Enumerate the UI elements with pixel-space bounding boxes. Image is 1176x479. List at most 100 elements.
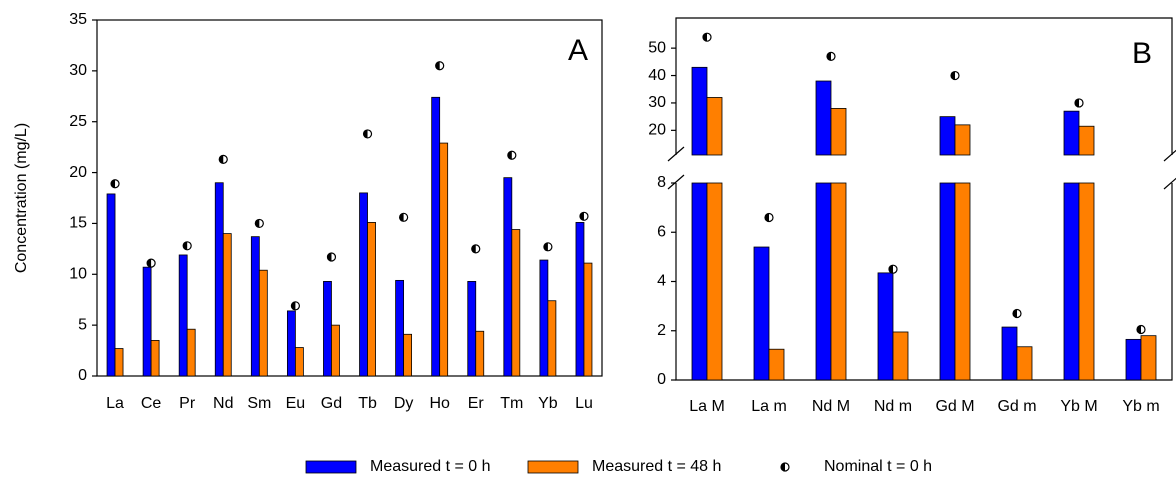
bar [475,330,485,377]
x-tick-label: La m [751,398,787,415]
bar-lower [706,182,723,381]
bar [830,108,847,381]
y-tick-label: 8 [657,174,666,191]
x-tick-label: La [106,395,124,412]
bar-lower [1078,182,1095,381]
bar [114,348,124,377]
bar-lower [691,182,708,381]
nominal-marker [362,129,373,139]
bar-upper [1078,125,1095,156]
bar [954,124,971,381]
x-tick-label: Lu [575,395,593,412]
marker-half [1137,325,1141,334]
marker-half [399,213,404,222]
x-tick-label: Tm [500,395,523,412]
bar [106,193,116,377]
marker-half [579,212,584,221]
marker-half [291,301,296,310]
bar [222,233,232,377]
marker-half [147,259,152,268]
bar [367,222,376,377]
y-tick-label: 15 [69,215,87,232]
nominal-marker [1136,324,1146,335]
x-tick-label: Eu [286,395,306,412]
nominal-marker [146,258,156,268]
bar [768,348,785,381]
y-tick-label: 30 [69,62,87,79]
bar [178,254,188,377]
y-tick-label: 6 [657,223,666,240]
nominal-marker [888,264,898,274]
marker-half [951,71,955,80]
nominal-marker [764,212,774,223]
bar-lower [830,182,847,381]
bar [214,182,224,377]
nominal-marker [1012,308,1022,319]
bar [142,266,152,377]
bar-upper [691,66,708,156]
bar [1016,346,1033,381]
x-tick-label: Gd M [935,398,974,415]
y-axis-label: Concentration (mg/L) [13,123,30,273]
x-tick-label: Ce [141,395,162,412]
x-tick-label: Dy [394,395,414,412]
bar [939,116,956,381]
bar [1140,335,1157,381]
bar [395,279,405,377]
y-tick-label: 0 [657,371,666,388]
x-tick-label: Sm [247,395,271,412]
y-tick-label: 4 [657,273,666,290]
marker-half [765,213,769,222]
marker-half [781,463,785,471]
nominal-marker [326,252,337,262]
bar [892,331,909,381]
marker-half [543,242,548,251]
bar [1125,338,1142,381]
nominal-marker [543,242,553,252]
bar [539,259,549,377]
legend-swatch [305,460,357,474]
bar [258,269,268,377]
x-tick-label: Pr [179,395,196,412]
y-tick-label: 30 [648,94,666,111]
legend-swatch [527,460,579,474]
y-tick-label: 2 [657,322,666,339]
bar-upper [706,97,723,156]
y-tick-label: 0 [78,367,87,384]
x-tick-label: Er [468,395,485,412]
nominal-marker [826,51,836,61]
bar [294,347,304,377]
marker-half [507,151,512,160]
bar-lower [815,182,832,381]
nominal-marker [290,301,300,311]
marker-half [111,179,116,188]
x-tick-label: Nd m [874,398,912,415]
bar [503,177,513,377]
legend-label: Measured t = 48 h [592,458,721,475]
marker-half [219,155,224,164]
marker-half [1075,98,1079,107]
nominal-marker [780,462,790,472]
panel-label: B [1132,37,1152,70]
y-tick-label: 10 [69,266,87,283]
x-tick-label: La M [689,398,725,415]
bar [583,262,593,377]
nominal-marker [950,70,960,81]
marker-half [827,52,831,61]
bar [691,66,708,381]
nominal-marker [435,61,445,71]
marker-half [889,265,893,274]
legend-label: Nominal t = 0 h [824,458,932,475]
legend-label: Measured t = 0 h [370,458,491,475]
y-tick-label: 20 [69,164,87,181]
x-tick-label: Yb M [1060,398,1097,415]
bar-upper [939,116,956,156]
nominal-marker [471,244,481,254]
y-tick-label: 50 [648,39,666,56]
x-tick-label: Yb [538,395,558,412]
panel-label: A [568,34,588,67]
nominal-marker [254,218,264,229]
bar [1001,326,1018,381]
marker-half [435,61,440,70]
